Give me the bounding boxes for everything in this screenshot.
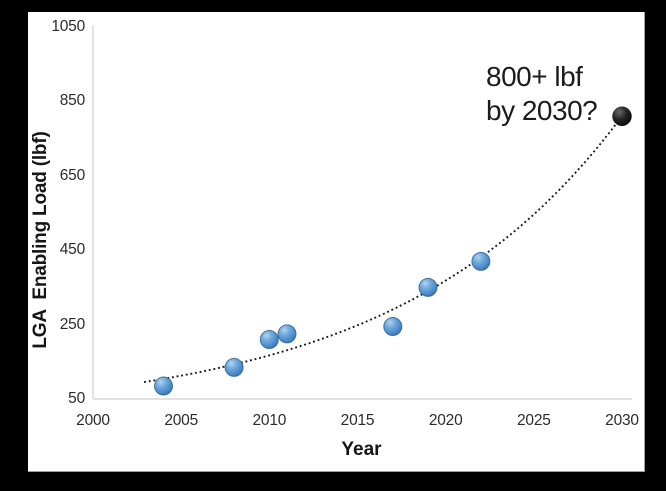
y-axis-title: LGA Enabling Load (lbf) bbox=[30, 131, 51, 349]
projected-point-2030 bbox=[612, 106, 632, 127]
x-tick-label-2000: 2000 bbox=[76, 412, 110, 429]
data-point-2017 bbox=[383, 317, 403, 336]
data-point-2019 bbox=[418, 277, 438, 297]
x-tick-label-2010: 2010 bbox=[252, 412, 287, 429]
x-tick-label-2025: 2025 bbox=[516, 412, 551, 429]
y-tick-label-650: 650 bbox=[59, 166, 85, 184]
y-tick-label-250: 250 bbox=[59, 315, 85, 333]
x-tick-label-2015: 2015 bbox=[340, 412, 375, 429]
annotation-line-2: by 2030? bbox=[486, 95, 598, 126]
data-point-2011 bbox=[277, 324, 297, 344]
exponential-trendline bbox=[143, 117, 621, 384]
data-point-2022 bbox=[471, 251, 491, 271]
chart-canvas: 50 250 450 650 850 1050 2000 2005 2010 2015 2020 2… bbox=[28, 12, 645, 472]
y-tick-label-1050: 1050 bbox=[51, 18, 85, 35]
y-tick-label-50: 50 bbox=[68, 390, 85, 407]
x-tick-label-2020: 2020 bbox=[428, 412, 463, 429]
annotation-line-1: 800+ lbf bbox=[486, 61, 583, 92]
projection-annotation: 800+ lbf by 2030? bbox=[486, 60, 598, 128]
x-tick-label-2005: 2005 bbox=[164, 412, 198, 429]
y-tick-label-850: 850 bbox=[59, 92, 85, 110]
data-point-2008 bbox=[224, 357, 244, 377]
y-tick-label-450: 450 bbox=[59, 241, 85, 259]
x-tick-label-2030: 2030 bbox=[605, 412, 639, 429]
plot-area bbox=[92, 25, 632, 400]
data-point-2010 bbox=[259, 330, 279, 349]
x-axis-title: Year bbox=[341, 439, 382, 460]
data-point-2004 bbox=[154, 376, 173, 396]
